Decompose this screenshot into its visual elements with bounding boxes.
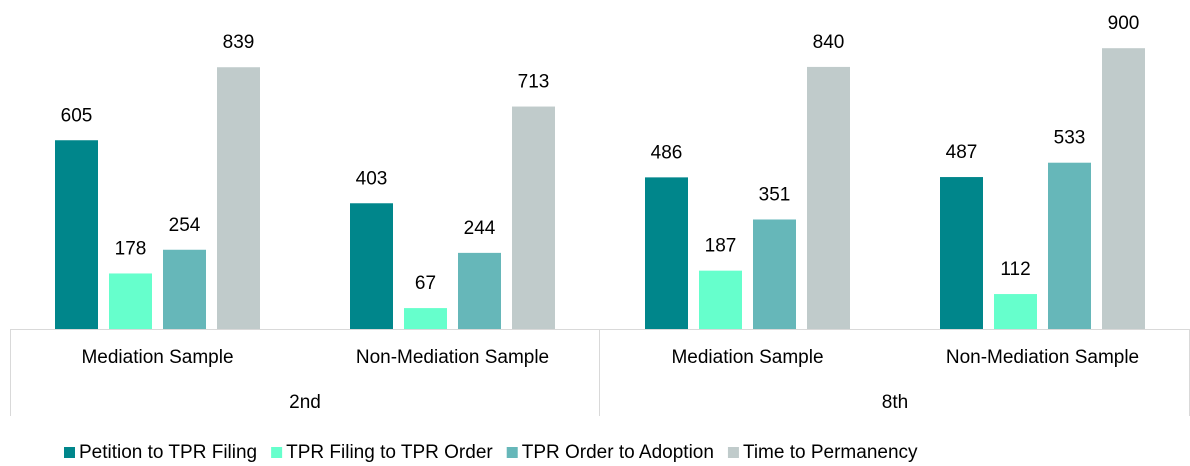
bar — [940, 177, 983, 329]
data-label: 713 — [518, 72, 550, 93]
data-label: 403 — [356, 168, 388, 189]
data-label: 178 — [115, 238, 147, 259]
data-label: 254 — [169, 215, 201, 236]
group-label: 2nd — [289, 392, 321, 413]
data-label: 487 — [946, 142, 978, 163]
bar — [753, 219, 796, 329]
bar — [458, 252, 501, 329]
x-tick-label: Mediation Sample — [671, 347, 823, 368]
bar — [163, 249, 206, 329]
bar — [217, 67, 260, 330]
bar — [994, 294, 1037, 329]
bar — [699, 270, 742, 329]
data-label: 840 — [813, 32, 845, 53]
data-label: 486 — [651, 142, 683, 163]
legend-label: Time to Permanency — [743, 442, 918, 463]
bar — [55, 140, 98, 329]
x-tick-label: Mediation Sample — [81, 347, 233, 368]
legend-label: TPR Order to Adoption — [522, 442, 714, 463]
legend-swatch — [64, 447, 75, 458]
data-label: 351 — [759, 185, 791, 206]
data-label: 900 — [1108, 13, 1140, 34]
legend-swatch — [506, 447, 518, 458]
x-tick-label: Non-Mediation Sample — [946, 347, 1139, 368]
bar — [1102, 48, 1145, 329]
group-label: 8th — [882, 392, 908, 413]
data-label: 112 — [1000, 259, 1030, 280]
legend-label: Petition to TPR Filing — [79, 442, 257, 463]
legend-swatch — [727, 447, 739, 458]
data-label: 533 — [1054, 128, 1086, 149]
bar — [807, 66, 850, 330]
bar — [350, 203, 393, 329]
data-label: 67 — [415, 273, 436, 294]
data-label: 605 — [61, 105, 93, 126]
bar — [645, 177, 688, 329]
bar — [109, 273, 152, 329]
data-label: 839 — [223, 32, 255, 53]
data-label: 187 — [705, 236, 737, 257]
data-label: 244 — [464, 218, 496, 239]
x-tick-label: Non-Mediation Sample — [356, 347, 549, 368]
legend-label: TPR Filing to TPR Order — [286, 442, 493, 463]
bar — [512, 106, 555, 329]
legend-swatch — [271, 447, 283, 458]
bar — [404, 308, 447, 329]
bar — [1048, 162, 1091, 329]
